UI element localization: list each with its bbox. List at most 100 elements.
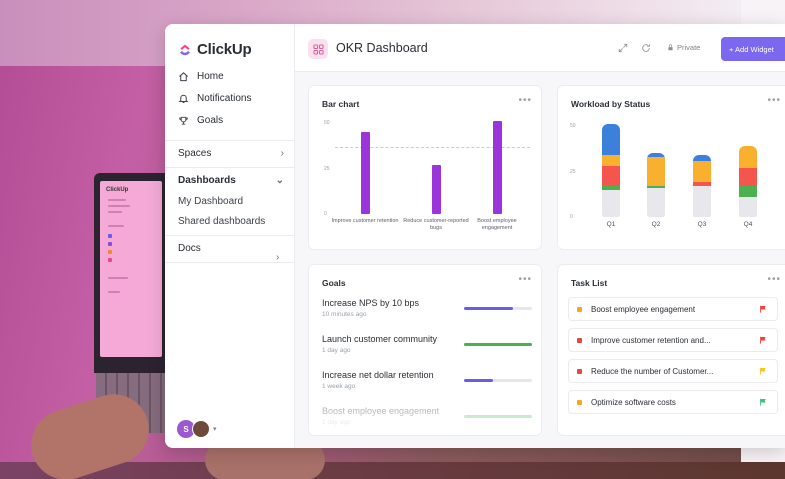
clickup-logo-icon bbox=[180, 44, 190, 55]
privacy-toggle[interactable]: Private bbox=[667, 43, 700, 52]
lock-icon bbox=[668, 44, 673, 51]
bar-segment bbox=[693, 155, 711, 161]
bar-segment bbox=[602, 155, 620, 167]
sidebar: ClickUp Home Notifications Goals Spaces … bbox=[165, 24, 295, 448]
dashboard-icon bbox=[308, 39, 328, 59]
bar-segment bbox=[693, 186, 711, 217]
dashboards-label: Dashboards bbox=[178, 175, 236, 186]
goal-name: Increase NPS by 10 bps bbox=[322, 298, 420, 308]
y-tick-label: 25 bbox=[570, 168, 576, 175]
sidebar-item-my-dashboard[interactable]: My Dashboard bbox=[178, 196, 244, 207]
y-tick-label: 25 bbox=[324, 165, 330, 172]
task-row[interactable]: Optimize software costs bbox=[568, 390, 778, 414]
avatar-photo[interactable] bbox=[192, 420, 210, 438]
chevron-down-icon[interactable]: ▾ bbox=[213, 426, 217, 433]
goal-progress-bar bbox=[464, 307, 532, 310]
flag-icon[interactable] bbox=[759, 331, 769, 349]
avatar[interactable]: S bbox=[177, 420, 195, 438]
goal-progress-bar bbox=[464, 343, 532, 346]
stacked-bar[interactable] bbox=[647, 153, 665, 217]
bar[interactable] bbox=[492, 121, 502, 214]
goal-item[interactable]: Increase NPS by 10 bps 10 minutes ago bbox=[322, 298, 532, 318]
laptop-screen: ClickUp bbox=[100, 181, 162, 357]
flag-icon[interactable] bbox=[759, 362, 769, 380]
trophy-icon bbox=[179, 116, 188, 125]
goal-item[interactable]: Launch customer community 1 day ago bbox=[322, 334, 532, 354]
stacked-bar[interactable] bbox=[693, 155, 711, 217]
widget-title: Workload by Status bbox=[571, 99, 651, 109]
bar-segment bbox=[647, 186, 665, 188]
add-widget-button[interactable]: + Add Widget bbox=[721, 37, 785, 61]
sidebar-item-home[interactable]: Home bbox=[178, 71, 224, 82]
chevron-right-icon: › bbox=[280, 148, 284, 159]
sidebar-section-dashboards[interactable]: Dashboards ⌄ bbox=[178, 175, 284, 186]
task-name: Boost employee engagement bbox=[591, 304, 696, 314]
widget-title: Task List bbox=[571, 278, 608, 288]
x-tick-label: Boost employee engagement bbox=[477, 218, 517, 231]
sidebar-divider bbox=[165, 235, 295, 236]
laptop: ClickUp bbox=[94, 173, 168, 373]
more-options-icon[interactable]: ••• bbox=[518, 95, 532, 106]
goal-item[interactable]: Increase net dollar retention 1 week ago bbox=[322, 370, 532, 390]
expand-icon[interactable] bbox=[616, 41, 630, 55]
goal-timestamp: 10 minutes ago bbox=[322, 311, 367, 318]
dashboard-content: Bar chart ••• 0 25 50 Improve customer rete… bbox=[295, 72, 785, 448]
task-row[interactable]: Boost employee engagement bbox=[568, 297, 778, 321]
fade-overlay bbox=[309, 401, 541, 435]
bar-segment bbox=[693, 160, 711, 183]
workload-by-status-widget: Workload by Status ••• 0 25 50 Q1 Q2 Q3 Q4 bbox=[557, 85, 785, 250]
chevron-right-icon: › bbox=[276, 252, 280, 263]
bar-segment bbox=[739, 196, 757, 217]
sidebar-section-spaces[interactable]: Spaces › bbox=[178, 148, 284, 159]
task-row[interactable]: Reduce the number of Customer... bbox=[568, 359, 778, 383]
private-label: Private bbox=[677, 43, 701, 52]
sidebar-divider bbox=[165, 140, 295, 141]
y-tick-label: 50 bbox=[570, 123, 576, 130]
bar-segment bbox=[602, 124, 620, 156]
goal-name: Increase net dollar retention bbox=[322, 370, 434, 380]
goals-widget: Goals ••• Increase NPS by 10 bps 10 minut… bbox=[308, 264, 542, 436]
x-tick-label: Q1 bbox=[606, 221, 616, 228]
more-options-icon[interactable]: ••• bbox=[767, 274, 781, 285]
status-icon bbox=[577, 306, 582, 312]
brand-name: ClickUp bbox=[197, 41, 252, 58]
bar-segment bbox=[739, 186, 757, 197]
task-name: Improve customer retention and... bbox=[591, 335, 711, 345]
bar[interactable] bbox=[360, 132, 370, 214]
sidebar-divider bbox=[165, 167, 295, 168]
stacked-bar[interactable] bbox=[739, 146, 757, 217]
flag-icon[interactable] bbox=[759, 300, 769, 318]
x-tick-label: Q2 bbox=[651, 221, 661, 228]
bell-icon bbox=[178, 94, 189, 103]
clickup-logo[interactable]: ClickUp bbox=[178, 41, 252, 58]
stacked-bar[interactable] bbox=[602, 124, 620, 217]
laptop-logo: ClickUp bbox=[106, 187, 129, 193]
sidebar-section-docs[interactable]: Docs bbox=[178, 243, 284, 254]
bar[interactable] bbox=[431, 164, 441, 214]
refresh-icon[interactable] bbox=[639, 41, 653, 55]
more-options-icon[interactable]: ••• bbox=[518, 274, 532, 285]
more-options-icon[interactable]: ••• bbox=[767, 95, 781, 106]
flag-icon[interactable] bbox=[759, 393, 769, 411]
bar-segment bbox=[602, 189, 620, 217]
spaces-label: Spaces bbox=[178, 148, 212, 159]
target-line bbox=[335, 146, 530, 148]
sidebar-item-notifications[interactable]: Notifications bbox=[178, 93, 251, 104]
bar-segment bbox=[739, 146, 757, 168]
goal-timestamp: 1 week ago bbox=[322, 383, 356, 390]
app-window: ClickUp Home Notifications Goals Spaces … bbox=[165, 24, 785, 448]
bar-segment bbox=[693, 182, 711, 187]
user-avatars[interactable]: S ▾ bbox=[177, 420, 217, 438]
goal-progress-bar bbox=[464, 379, 532, 382]
sidebar-item-goals[interactable]: Goals bbox=[178, 115, 223, 126]
y-tick-label: 0 bbox=[324, 211, 327, 217]
home-icon bbox=[179, 72, 188, 82]
page-title: OKR Dashboard bbox=[336, 41, 428, 55]
sidebar-item-shared-dashboards[interactable]: Shared dashboards bbox=[178, 216, 266, 227]
background-bottom bbox=[0, 462, 785, 479]
task-row[interactable]: Improve customer retention and... bbox=[568, 328, 778, 352]
x-tick-label: Q3 bbox=[697, 221, 707, 228]
status-icon bbox=[577, 337, 582, 343]
chevron-down-icon: ⌄ bbox=[275, 175, 284, 186]
status-icon bbox=[577, 399, 582, 405]
